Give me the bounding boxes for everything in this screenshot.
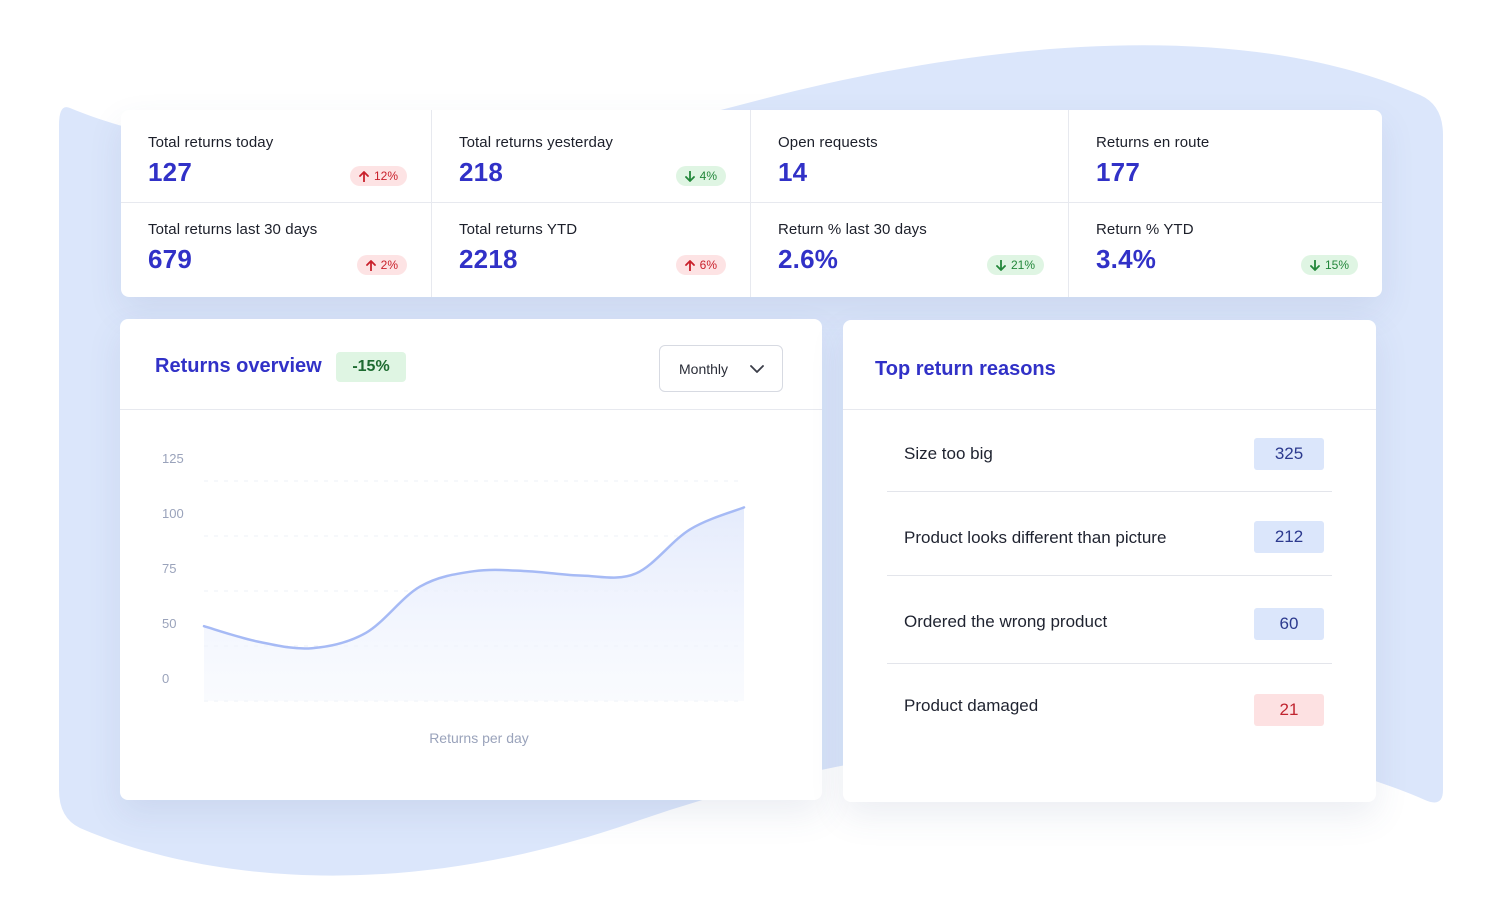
stat-total-returns-yesterday: Total returns yesterday 218 4% xyxy=(432,110,751,203)
stat-total-returns-ytd: Total returns YTD 2218 6% xyxy=(432,203,751,297)
change-value: 6% xyxy=(699,258,717,272)
reason-count-badge: 60 xyxy=(1254,608,1324,640)
stat-label: Return % last 30 days xyxy=(778,221,927,238)
reason-row: Ordered the wrong product 60 xyxy=(887,580,1332,664)
stat-open-requests: Open requests 14 xyxy=(751,110,1069,203)
chart-area-fill xyxy=(204,507,744,701)
reason-row: Product damaged 21 xyxy=(887,667,1332,751)
chart-y-tick-label: 0 xyxy=(162,671,169,686)
arrow-down-icon xyxy=(684,170,695,182)
period-dropdown-label: Monthly xyxy=(679,360,729,377)
stat-total-returns-last-30-days: Total returns last 30 days 679 2% xyxy=(121,203,432,297)
stat-value: 679 xyxy=(148,244,192,274)
chart-y-tick-label: 100 xyxy=(162,506,184,521)
change-value: 2% xyxy=(380,258,398,272)
arrow-down-icon xyxy=(1310,259,1320,271)
arrow-down-icon xyxy=(996,259,1006,271)
returns-overview-card: Returns overview -15% Monthly 0 50 75 100 12… xyxy=(120,319,822,800)
stat-value: 2218 xyxy=(459,244,518,274)
reason-count-badge: 325 xyxy=(1254,438,1324,470)
chart-y-tick-label: 50 xyxy=(162,616,176,631)
stat-label: Return % YTD xyxy=(1096,221,1194,238)
arrow-up-icon xyxy=(365,259,376,271)
chart-y-tick-label: 125 xyxy=(162,451,184,466)
period-dropdown[interactable]: Monthly xyxy=(659,345,783,392)
stat-value: 3.4% xyxy=(1096,244,1157,274)
stat-label: Total returns last 30 days xyxy=(148,221,318,238)
stat-return-percent-last-30-days: Return % last 30 days 2.6% 21% xyxy=(751,203,1069,297)
reason-label: Ordered the wrong product xyxy=(904,612,1108,631)
stat-value: 14 xyxy=(778,157,808,187)
change-badge: 4% xyxy=(675,166,726,186)
arrow-up-icon xyxy=(359,170,369,182)
stat-value: 2.6% xyxy=(778,244,839,274)
stat-value: 177 xyxy=(1096,157,1140,187)
returns-area-chart: 0 50 75 100 125 Returns per day xyxy=(162,451,746,746)
reason-label: Product looks different than picture xyxy=(904,528,1167,547)
chevron-down-icon xyxy=(750,365,764,373)
change-value: 4% xyxy=(699,169,717,183)
returns-overview-title: Returns overview xyxy=(155,355,322,377)
stat-label: Total returns YTD xyxy=(459,221,578,238)
stats-card: Total returns today 127 12% Total return… xyxy=(121,110,1382,297)
arrow-up-icon xyxy=(684,259,695,271)
stat-total-returns-today: Total returns today 127 12% xyxy=(121,110,432,203)
change-value: 21% xyxy=(1010,258,1035,272)
reason-count-badge: 21 xyxy=(1254,694,1324,726)
chart-y-tick-label: 75 xyxy=(162,561,176,576)
chart-series-line xyxy=(202,506,746,650)
overview-change-badge: -15% xyxy=(336,352,406,382)
stat-label: Open requests xyxy=(778,134,878,151)
returns-overview-header: Returns overview -15% Monthly xyxy=(120,319,822,410)
stat-return-percent-ytd: Return % YTD 3.4% 15% xyxy=(1069,203,1382,297)
top-return-reasons-title: Top return reasons xyxy=(875,358,1056,380)
stat-returns-en-route: Returns en route 177 xyxy=(1069,110,1382,203)
stat-label: Total returns yesterday xyxy=(459,134,614,151)
stat-label: Returns en route xyxy=(1096,134,1210,151)
change-value: 15% xyxy=(1324,258,1349,272)
change-badge: 15% xyxy=(1300,255,1358,275)
change-badge: 6% xyxy=(675,255,726,275)
reason-row: Product looks different than picture 212 xyxy=(887,492,1332,576)
reason-count-badge: 212 xyxy=(1254,521,1324,553)
top-return-reasons-card: Top return reasons Size too big 325 Prod… xyxy=(843,320,1376,802)
stat-value: 127 xyxy=(148,157,192,187)
stat-value: 218 xyxy=(459,157,503,187)
stat-label: Total returns today xyxy=(148,134,274,151)
top-return-reasons-header: Top return reasons xyxy=(843,320,1376,410)
chart-x-axis-label: Returns per day xyxy=(429,730,529,746)
change-value: 12% xyxy=(373,169,398,183)
change-badge: 2% xyxy=(356,255,407,275)
reason-label: Size too big xyxy=(904,444,993,463)
change-badge: 12% xyxy=(349,166,407,186)
reason-row: Size too big 325 xyxy=(887,408,1332,492)
reason-label: Product damaged xyxy=(904,696,1039,715)
change-badge: 21% xyxy=(986,255,1044,275)
